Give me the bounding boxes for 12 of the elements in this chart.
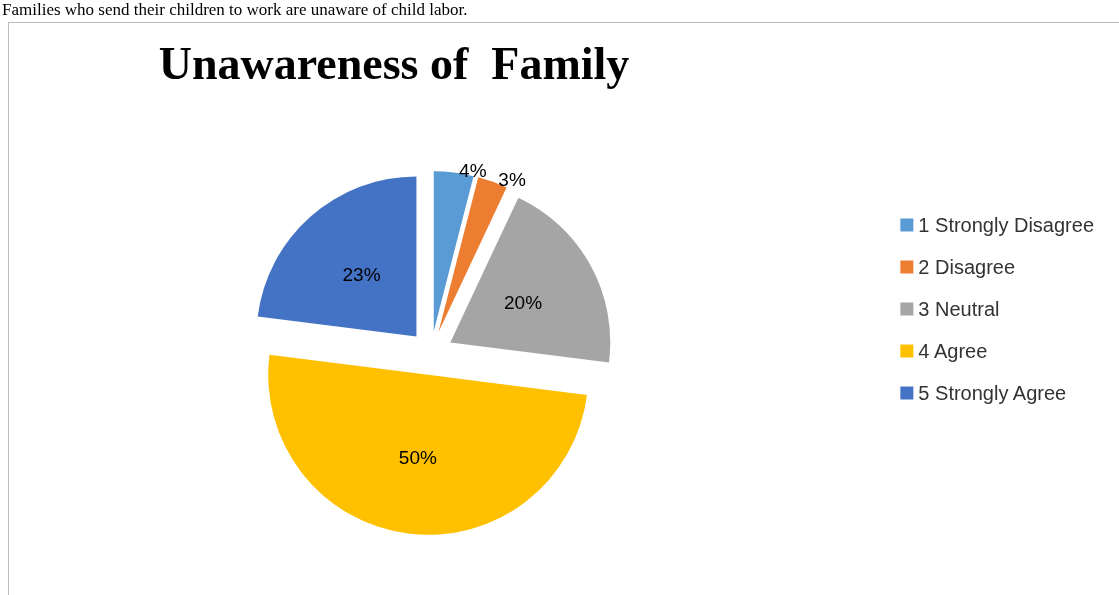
text: Families who send their children to work are unaware of child labor. <box>2 0 468 20</box>
legend-label: 2 Disagree <box>918 256 1016 278</box>
chart-title: Unawareness of Family <box>158 37 630 89</box>
data-label: 4% <box>459 159 487 181</box>
data-label: 20% <box>504 291 543 313</box>
legend-label: 5 Strongly Agree <box>918 382 1067 404</box>
data-label: 3% <box>498 169 526 191</box>
legend-label: 3 Neutral <box>918 298 1000 320</box>
data-label: 23% <box>342 263 381 285</box>
legend-label: 4 Agree <box>918 340 988 362</box>
legend-label: 1 Strongly Disagree <box>918 214 1095 236</box>
data-label: 50% <box>398 446 437 468</box>
